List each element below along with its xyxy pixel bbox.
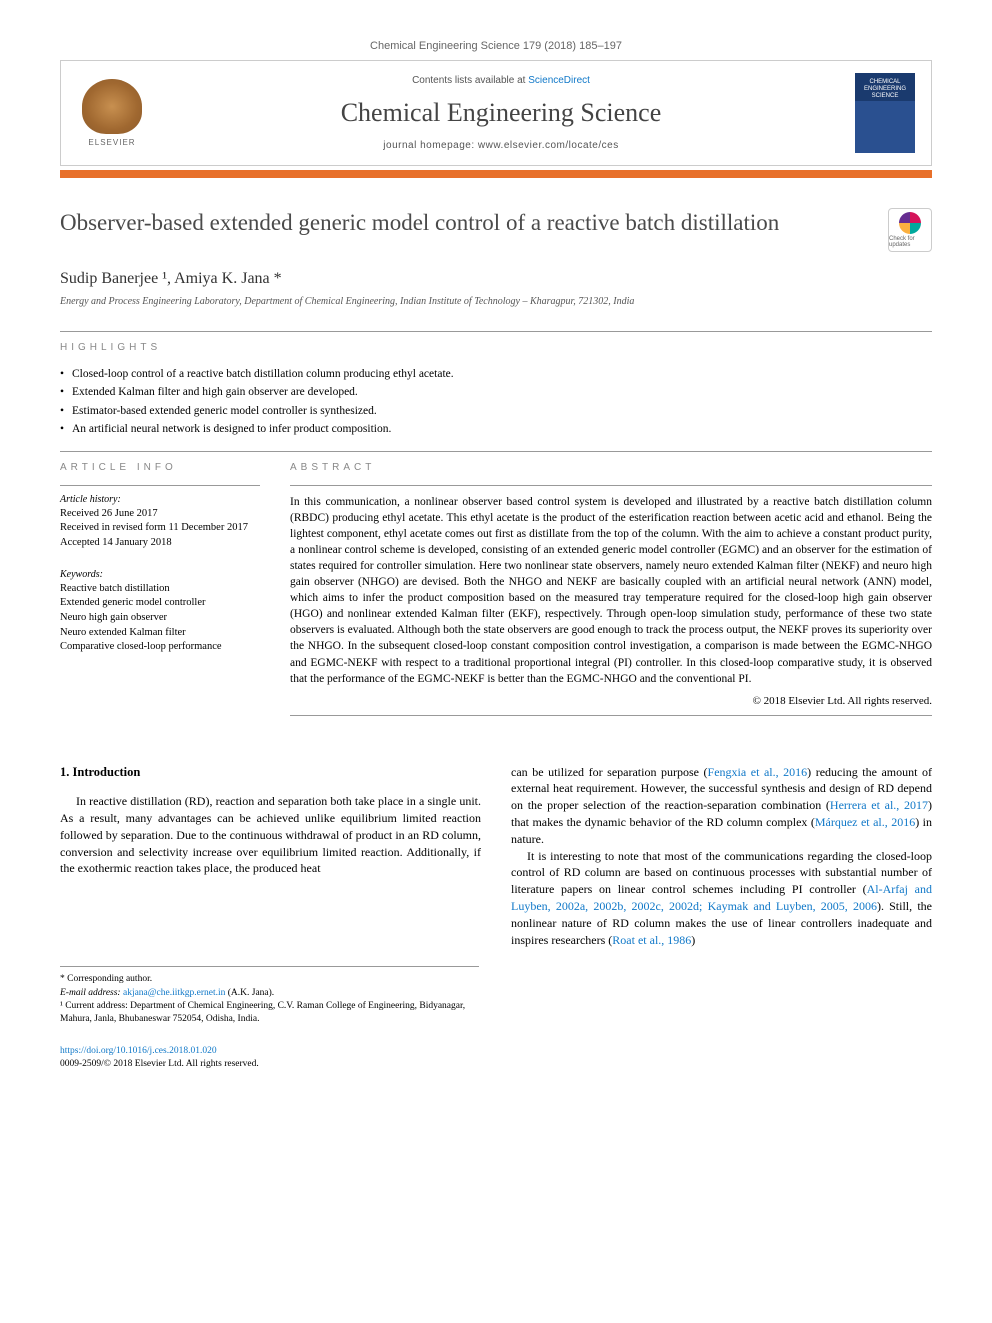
crossmark-badge[interactable]: Check for updates [888, 208, 932, 252]
intro-column-left: 1. Introduction In reactive distillation… [60, 764, 481, 949]
highlight-item: An artificial neural network is designed… [60, 420, 932, 438]
citation-link[interactable]: Márquez et al., 2016 [815, 815, 915, 829]
text-span: can be utilized for separation purpose ( [511, 765, 708, 779]
keyword: Comparative closed-loop performance [60, 640, 260, 655]
journal-reference: Chemical Engineering Science 179 (2018) … [60, 40, 932, 52]
homepage-url[interactable]: www.elsevier.com/locate/ces [478, 140, 619, 151]
homepage-prefix: journal homepage: [383, 140, 478, 151]
elsevier-label: ELSEVIER [88, 138, 135, 147]
intro-heading: 1. Introduction [60, 764, 481, 782]
sciencedirect-link[interactable]: ScienceDirect [528, 75, 590, 86]
journal-cover-thumbnail: CHEMICAL ENGINEERING SCIENCE [855, 73, 915, 153]
revised-date: Received in revised form 11 December 201… [60, 521, 260, 536]
intro-paragraph: can be utilized for separation purpose (… [511, 764, 932, 848]
highlights-list: Closed-loop control of a reactive batch … [60, 365, 932, 439]
email-link[interactable]: akjana@che.iitkgp.ernet.in [123, 988, 225, 998]
abstract-label: ABSTRACT [290, 462, 932, 473]
abstract-text: In this communication, a nonlinear obser… [290, 494, 932, 687]
elsevier-logo: ELSEVIER [77, 73, 147, 153]
keyword: Neuro extended Kalman filter [60, 626, 260, 641]
author-address-note: ¹ Current address: Department of Chemica… [60, 1000, 479, 1027]
citation-link[interactable]: Herrera et al., 2017 [830, 798, 928, 812]
highlights-label: HIGHLIGHTS [60, 342, 932, 353]
highlight-item: Estimator-based extended generic model c… [60, 402, 932, 420]
keywords-heading: Keywords: [60, 569, 260, 580]
contents-line: Contents lists available at ScienceDirec… [147, 75, 855, 86]
orange-divider-bar [60, 170, 932, 178]
keyword: Reactive batch distillation [60, 582, 260, 597]
journal-title: Chemical Engineering Science [147, 98, 855, 128]
accepted-date: Accepted 14 January 2018 [60, 536, 260, 551]
keyword: Neuro high gain observer [60, 611, 260, 626]
journal-homepage: journal homepage: www.elsevier.com/locat… [147, 140, 855, 151]
crossmark-icon [899, 212, 921, 234]
cover-text-2: ENGINEERING [864, 86, 906, 93]
cover-text-3: SCIENCE [872, 93, 899, 100]
doi-link[interactable]: https://doi.org/10.1016/j.ces.2018.01.02… [60, 1046, 217, 1056]
article-info-label: ARTICLE INFO [60, 462, 260, 473]
text-span: ) [691, 933, 695, 947]
footnotes: * Corresponding author. E-mail address: … [60, 966, 479, 1026]
affiliation: Energy and Process Engineering Laborator… [60, 296, 932, 307]
abstract: ABSTRACT In this communication, a nonlin… [290, 462, 932, 724]
email-line: E-mail address: akjana@che.iitkgp.ernet.… [60, 987, 479, 1000]
intro-column-right: can be utilized for separation purpose (… [511, 764, 932, 949]
cover-text-1: CHEMICAL [869, 79, 900, 86]
article-info: ARTICLE INFO Article history: Received 2… [60, 462, 260, 724]
page-footer: https://doi.org/10.1016/j.ces.2018.01.02… [60, 1045, 932, 1072]
email-label: E-mail address: [60, 988, 123, 998]
keyword: Extended generic model controller [60, 596, 260, 611]
authors: Sudip Banerjee ¹, Amiya K. Jana * [60, 270, 932, 288]
citation-link[interactable]: Fengxia et al., 2016 [708, 765, 808, 779]
contents-prefix: Contents lists available at [412, 75, 528, 86]
article-title: Observer-based extended generic model co… [60, 208, 888, 238]
intro-paragraph: It is interesting to note that most of t… [511, 848, 932, 949]
citation-link[interactable]: Roat et al., 1986 [612, 933, 691, 947]
abstract-copyright: © 2018 Elsevier Ltd. All rights reserved… [290, 695, 932, 707]
highlight-item: Extended Kalman filter and high gain obs… [60, 383, 932, 401]
journal-header: ELSEVIER Contents lists available at Sci… [60, 60, 932, 166]
highlight-item: Closed-loop control of a reactive batch … [60, 365, 932, 383]
intro-paragraph: In reactive distillation (RD), reaction … [60, 793, 481, 877]
corresponding-author-note: * Corresponding author. [60, 973, 479, 986]
crossmark-label: Check for updates [889, 236, 931, 248]
history-heading: Article history: [60, 494, 260, 505]
email-suffix: (A.K. Jana). [225, 988, 274, 998]
received-date: Received 26 June 2017 [60, 507, 260, 522]
elsevier-tree-icon [82, 79, 142, 134]
issn-copyright: 0009-2509/© 2018 Elsevier Ltd. All right… [60, 1058, 932, 1071]
